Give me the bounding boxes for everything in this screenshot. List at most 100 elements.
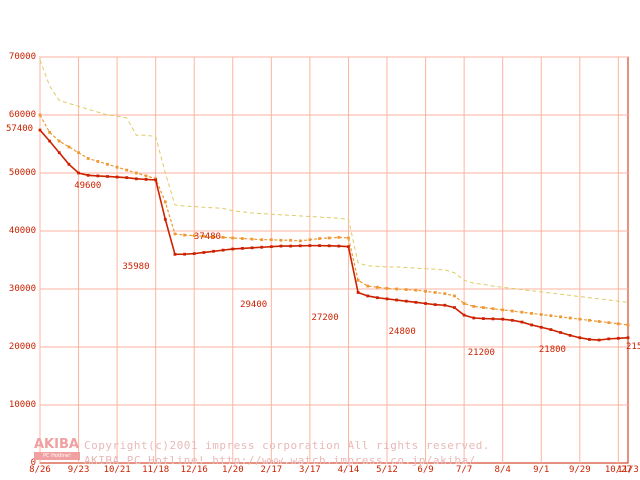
series-marker-avg xyxy=(366,284,370,288)
series-marker-avg xyxy=(106,162,109,166)
series-marker-min xyxy=(472,316,476,320)
series-marker-min xyxy=(424,302,427,305)
series-marker-min xyxy=(337,244,341,248)
series-marker-avg xyxy=(453,294,456,298)
y-axis-tick-label: 60000 xyxy=(8,110,36,120)
series-marker-avg xyxy=(77,151,80,155)
series-marker-min xyxy=(48,139,52,143)
series-marker-min xyxy=(568,334,572,337)
series-marker-min xyxy=(366,294,370,298)
series-line-min xyxy=(39,129,629,341)
series-line-avg xyxy=(39,114,629,326)
series-marker-avg xyxy=(192,234,196,238)
series-marker-avg xyxy=(482,306,485,309)
x-axis-tick-label: 10/27 xyxy=(604,465,632,475)
series-marker-min xyxy=(57,151,61,155)
series-marker-avg xyxy=(250,237,254,241)
series-marker-avg xyxy=(626,323,630,327)
series-marker-min xyxy=(241,247,244,250)
series-marker-avg xyxy=(260,238,264,242)
series-marker-avg xyxy=(347,236,350,240)
series-marker-avg xyxy=(86,157,90,160)
series-marker-avg xyxy=(96,160,100,163)
series-marker-avg xyxy=(578,317,582,321)
series-marker-avg xyxy=(173,232,177,236)
series-marker-avg xyxy=(115,165,119,169)
series-marker-avg xyxy=(443,292,447,296)
series-marker-avg xyxy=(549,314,553,318)
series-marker-min xyxy=(491,317,495,321)
x-axis-tick-label: 7/7 xyxy=(455,465,473,475)
series-marker-avg xyxy=(491,307,495,311)
x-axis-tick-label: 2/17 xyxy=(260,465,283,475)
x-axis-tick-label: 9/1 xyxy=(533,465,550,475)
series-marker-min xyxy=(183,252,186,256)
series-marker-avg xyxy=(510,309,514,313)
series-marker-min xyxy=(106,175,109,178)
series-marker-avg xyxy=(231,236,235,240)
series-marker-min xyxy=(77,171,80,175)
x-axis-tick-label: 8/4 xyxy=(494,465,511,475)
series-marker-min xyxy=(289,244,293,248)
series-marker-avg xyxy=(375,285,379,289)
series-marker-min xyxy=(559,331,562,334)
series-marker-avg xyxy=(279,238,283,242)
series-marker-avg xyxy=(48,131,52,134)
series-marker-min xyxy=(443,303,447,307)
series-marker-min xyxy=(38,128,42,132)
series-marker-avg xyxy=(616,322,620,326)
x-axis-tick-label: 5/12 xyxy=(376,465,398,475)
series-marker-min xyxy=(385,297,389,301)
series-marker-min xyxy=(260,245,264,249)
series-marker-min xyxy=(520,320,524,324)
series-marker-min xyxy=(404,299,408,303)
series-marker-min xyxy=(578,336,582,340)
series-marker-min xyxy=(269,245,273,249)
y-axis-tick-label: 20000 xyxy=(8,342,36,352)
data-point-label: 37480 xyxy=(193,231,221,242)
series-marker-min xyxy=(308,244,312,248)
series-marker-avg xyxy=(327,236,331,240)
x-axis-tick-label: 1/20 xyxy=(221,465,244,475)
series-marker-min xyxy=(231,247,235,251)
x-axis-tick-label: 3/17 xyxy=(299,465,321,475)
series-marker-avg xyxy=(539,313,543,316)
x-axis-tick-label: 11/18 xyxy=(142,465,170,475)
series-marker-min xyxy=(482,317,485,320)
series-marker-avg xyxy=(202,234,206,238)
series-marker-min xyxy=(510,318,514,322)
y-axis-tick-label: 0 xyxy=(30,458,36,468)
plot-border xyxy=(39,56,629,464)
series-marker-avg xyxy=(424,289,427,293)
series-marker-avg xyxy=(395,287,399,291)
data-point-label: 49600 xyxy=(74,181,102,192)
series-marker-min xyxy=(626,336,630,340)
series-marker-avg xyxy=(568,316,572,320)
series-marker-avg xyxy=(308,238,312,242)
series-marker-min xyxy=(347,245,350,249)
series-marker-min xyxy=(202,251,206,254)
series-marker-avg xyxy=(221,235,225,239)
data-point-label: 57400 xyxy=(6,124,34,135)
series-marker-avg xyxy=(144,174,148,178)
series-marker-min xyxy=(327,244,331,248)
series-marker-min xyxy=(163,218,167,221)
series-marker-min xyxy=(144,177,148,181)
series-marker-min xyxy=(279,244,283,248)
series-marker-avg xyxy=(38,113,42,117)
series-marker-avg xyxy=(356,278,360,282)
series-marker-avg xyxy=(289,238,293,242)
series-marker-min xyxy=(530,323,534,327)
y-axis-tick-label: 30000 xyxy=(8,284,36,294)
series-marker-min xyxy=(221,248,225,252)
series-marker-avg xyxy=(241,237,244,240)
series-marker-min xyxy=(395,298,399,302)
series-line-max xyxy=(39,59,629,303)
series-marker-min xyxy=(96,174,100,178)
series-marker-min xyxy=(154,178,158,182)
series-marker-avg xyxy=(433,291,437,294)
series-marker-avg xyxy=(530,311,534,315)
series-marker-min xyxy=(501,317,505,321)
series-marker-avg xyxy=(588,318,591,322)
